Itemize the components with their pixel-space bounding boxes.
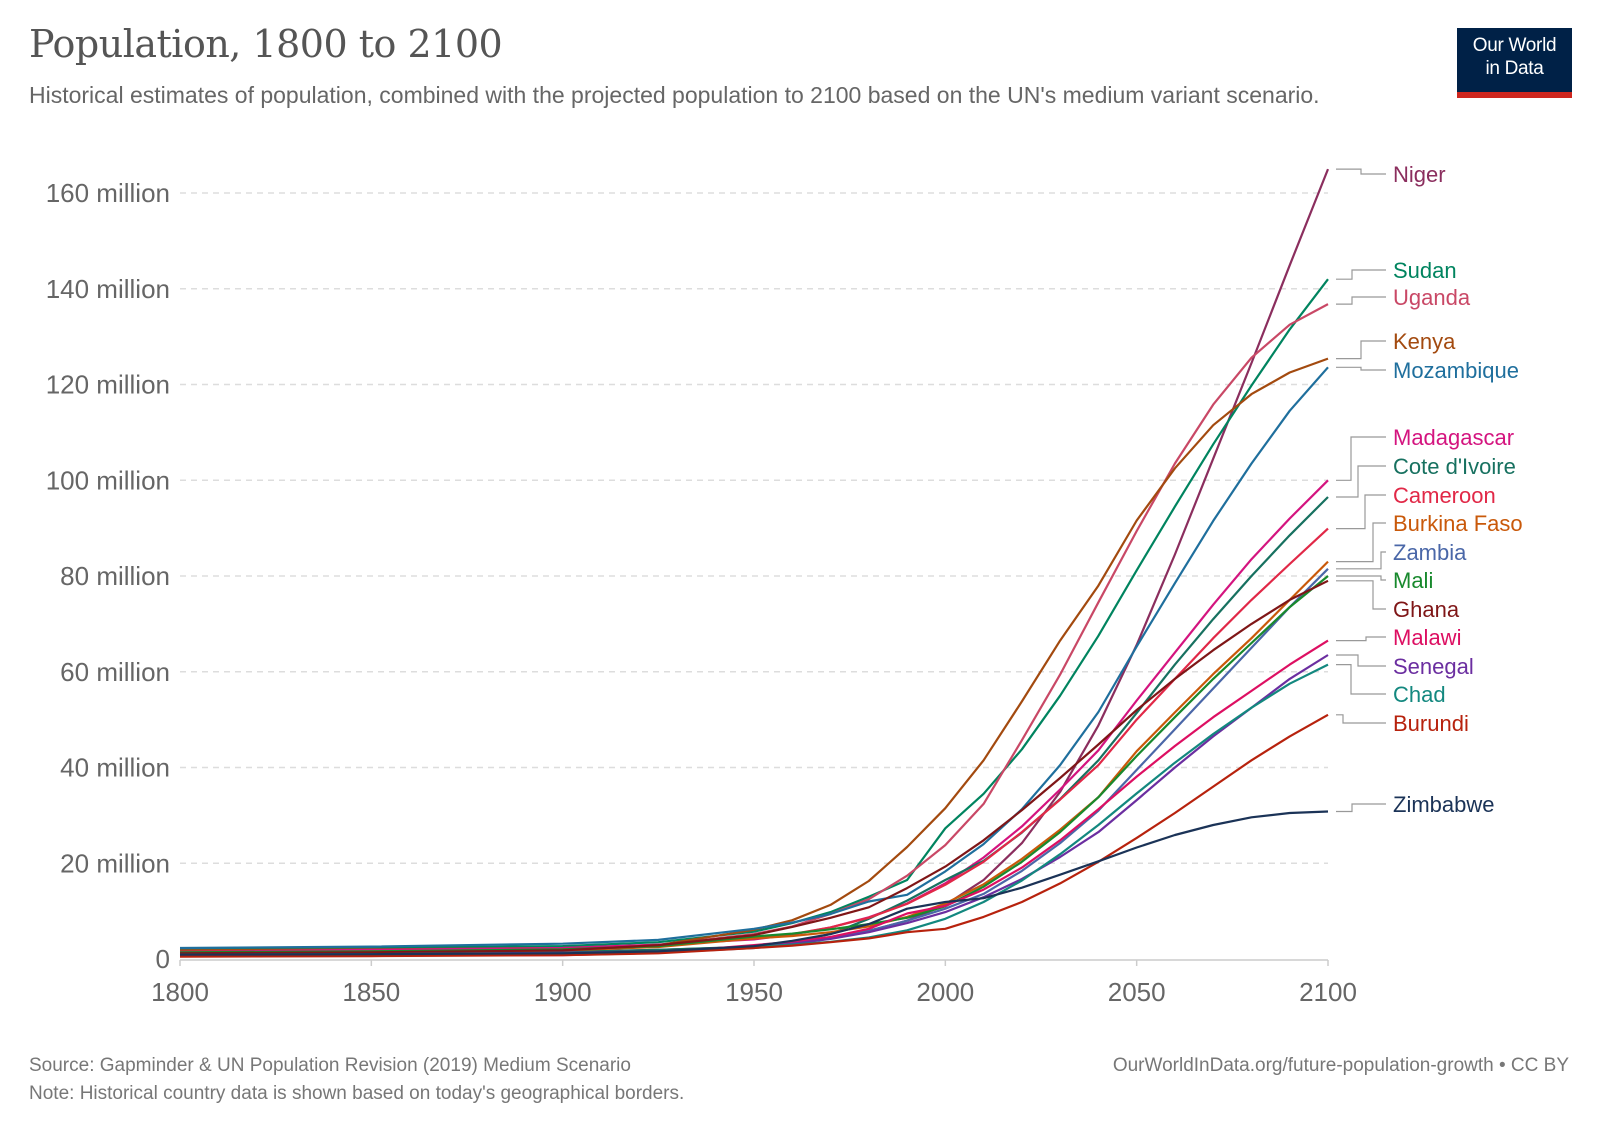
x-tick-label: 1900 <box>534 977 592 1007</box>
series-line-kenya <box>179 357 1329 952</box>
series-label-uganda: Uganda <box>1393 285 1471 310</box>
series-line-mozambique <box>179 366 1329 950</box>
y-tick-label: 40 million <box>60 753 170 783</box>
label-connector <box>1336 340 1386 360</box>
logo-line-2: in Data <box>1485 58 1544 79</box>
series-label-niger: Niger <box>1393 162 1446 187</box>
label-connector <box>1336 168 1386 175</box>
label-connector <box>1336 575 1386 581</box>
y-tick-label: 0 <box>156 944 170 974</box>
logo-line-1: Our World <box>1472 35 1557 56</box>
label-connector <box>1336 494 1386 530</box>
label-connector <box>1336 366 1386 371</box>
x-tick-label: 2000 <box>916 977 974 1007</box>
logo-accent-bar <box>1457 92 1572 98</box>
footer-right: OurWorldInData.org/future-population-gro… <box>1113 1052 1569 1080</box>
series-line-niger <box>179 168 1330 955</box>
series-label-chad: Chad <box>1393 682 1446 707</box>
label-connector <box>1336 803 1386 813</box>
label-connector <box>1336 714 1386 724</box>
x-tick-label: 2050 <box>1108 977 1166 1007</box>
y-tick-label: 140 million <box>46 274 170 304</box>
series-label-ghana: Ghana <box>1393 597 1460 622</box>
series-line-mali <box>179 575 1329 954</box>
x-tick-label: 1950 <box>725 977 783 1007</box>
gridlines <box>180 192 1328 864</box>
label-connector <box>1336 580 1386 610</box>
series-line-sudan <box>179 278 1329 951</box>
x-tick-label: 2100 <box>1299 977 1357 1007</box>
series-line-cote-d-ivoire <box>179 496 1329 956</box>
series-label-zambia: Zambia <box>1393 540 1467 565</box>
label-connector <box>1336 436 1386 481</box>
series-label-madagascar: Madagascar <box>1393 425 1514 450</box>
series-label-sudan: Sudan <box>1393 258 1457 283</box>
x-axis: 1800 1850 1900 1950 2000 2050 2100 <box>151 959 1357 1007</box>
series-label-mali: Mali <box>1393 568 1433 593</box>
series-line-ghana <box>179 579 1329 955</box>
label-connector <box>1336 522 1386 563</box>
x-tick-label: 1850 <box>342 977 400 1007</box>
series-label-senegal: Senegal <box>1393 654 1474 679</box>
source-url-license[interactable]: OurWorldInData.org/future-population-gro… <box>1112 1055 1569 1076</box>
label-connector <box>1336 465 1386 498</box>
y-tick-label: 120 million <box>46 370 170 400</box>
chart-subtitle: Historical estimates of population, comb… <box>29 82 1320 108</box>
series-line-madagascar <box>179 479 1329 953</box>
x-tick-label: 1800 <box>151 977 209 1007</box>
label-connector <box>1336 269 1386 280</box>
series-label-burkina-faso: Burkina Faso <box>1393 511 1523 536</box>
y-tick-label: 80 million <box>60 561 170 591</box>
series-line-cameroon <box>179 527 1329 954</box>
label-connectors <box>1336 168 1386 813</box>
y-tick-label: 20 million <box>60 848 170 878</box>
series-label-mozambique: Mozambique <box>1393 358 1519 383</box>
series-label-malawi: Malawi <box>1393 625 1461 650</box>
series-line-burkina-faso <box>179 560 1329 956</box>
chart-title: Population, 1800 to 2100 <box>29 22 503 66</box>
label-connector <box>1336 663 1386 695</box>
series-label-burundi: Burundi <box>1393 711 1469 736</box>
y-tick-label: 60 million <box>60 657 170 687</box>
label-connector <box>1336 296 1386 305</box>
borders-note: Note: Historical country data is shown b… <box>29 1083 685 1104</box>
series-line-uganda <box>179 303 1329 955</box>
series-line-burundi <box>179 713 1329 958</box>
series-label-cameroon: Cameroon <box>1393 483 1496 508</box>
series-line-chad <box>179 663 1329 956</box>
footer-left: Source: Gapminder & UN Population Revisi… <box>29 1052 684 1108</box>
y-tick-label: 160 million <box>46 178 170 208</box>
series-label-kenya: Kenya <box>1393 329 1456 354</box>
series-lines <box>179 168 1330 958</box>
label-connector <box>1336 636 1386 642</box>
series-label-cote-d-ivoire: Cote d'Ivoire <box>1393 454 1516 479</box>
label-connector <box>1336 551 1386 570</box>
y-axis-ticks: 0 20 million 40 million 60 million 80 millio… <box>46 178 170 974</box>
source-note: Source: Gapminder & UN Population Revisi… <box>29 1055 631 1076</box>
series-label-zimbabwe: Zimbabwe <box>1393 792 1494 817</box>
y-tick-label: 100 million <box>46 465 170 495</box>
label-connector <box>1336 654 1386 667</box>
owid-logo[interactable]: Our World in Data <box>1457 28 1572 98</box>
series-line-zimbabwe <box>179 810 1329 956</box>
